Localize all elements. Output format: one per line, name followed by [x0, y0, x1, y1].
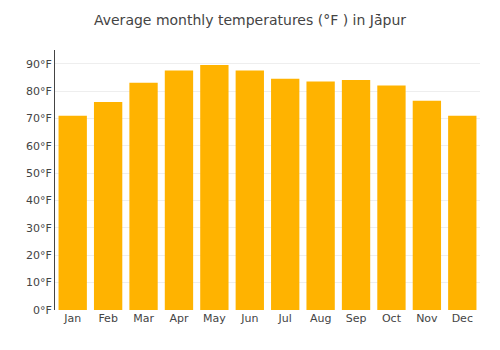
svg-text:Mar: Mar — [133, 312, 154, 325]
svg-text:80°F: 80°F — [26, 85, 52, 98]
svg-text:Feb: Feb — [98, 312, 117, 325]
svg-text:Nov: Nov — [416, 312, 438, 325]
svg-text:90°F: 90°F — [26, 58, 52, 71]
svg-text:20°F: 20°F — [26, 249, 52, 262]
svg-text:Jan: Jan — [63, 312, 81, 325]
svg-text:Dec: Dec — [452, 312, 473, 325]
svg-text:Apr: Apr — [169, 312, 189, 325]
svg-text:Oct: Oct — [382, 312, 402, 325]
svg-text:60°F: 60°F — [26, 140, 52, 153]
svg-text:Jul: Jul — [278, 312, 292, 325]
svg-text:Sep: Sep — [346, 312, 367, 325]
svg-text:10°F: 10°F — [26, 276, 52, 289]
svg-text:0°F: 0°F — [33, 304, 52, 317]
svg-text:May: May — [203, 312, 226, 325]
svg-text:70°F: 70°F — [26, 112, 52, 125]
svg-text:Jun: Jun — [240, 312, 258, 325]
svg-text:40°F: 40°F — [26, 194, 52, 207]
svg-text:30°F: 30°F — [26, 222, 52, 235]
svg-text:Aug: Aug — [310, 312, 331, 325]
svg-text:Average monthly temperatures (: Average monthly temperatures (°F ) in Jā… — [94, 12, 406, 28]
svg-text:50°F: 50°F — [26, 167, 52, 180]
